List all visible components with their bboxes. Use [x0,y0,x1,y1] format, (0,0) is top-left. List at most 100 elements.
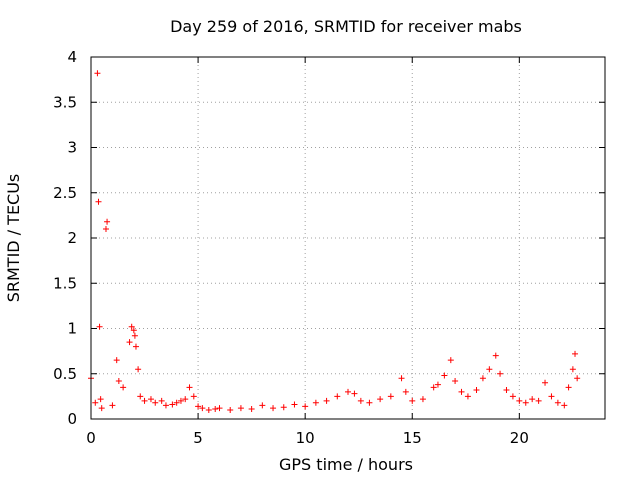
data-point [522,399,529,406]
data-point [97,396,104,403]
data-point [147,396,154,403]
data-point [574,375,581,382]
data-point [126,339,133,346]
data-point [503,387,510,394]
data-point [109,402,116,409]
data-point [216,405,223,412]
data-point [141,397,148,404]
data-point [447,357,454,364]
data-point [302,403,309,410]
data-point [441,372,448,379]
data-point [137,393,144,400]
data-point [212,406,219,413]
data-point [199,405,206,412]
data-point [173,399,180,406]
data-point [115,377,122,384]
x-axis-label: GPS time / hours [279,455,413,474]
data-point [529,396,536,403]
data-point [464,393,471,400]
y-tick-label: 2.5 [53,184,77,202]
x-axis: 0 5 10 15 20 [86,57,529,447]
data-point [227,406,234,413]
data-point [162,402,169,409]
data-point [248,406,255,413]
data-point [569,366,576,373]
data-point [132,343,139,350]
data-point [186,384,193,391]
data-point [94,70,101,77]
data-point [96,323,103,330]
data-point [334,393,341,400]
data-point [177,397,184,404]
data-point [548,393,555,400]
data-point [561,402,568,409]
y-tick-label: 1.5 [53,274,77,292]
y-tick-label: 0 [67,410,77,428]
x-tick-label: 10 [296,429,315,447]
chart-title: Day 259 of 2016, SRMTID for receiver mab… [170,17,522,36]
y-axis-label: SRMTID / TECUs [4,174,23,303]
data-point [135,366,142,373]
data-point [312,399,319,406]
y-tick-label: 1 [67,320,77,338]
data-point [259,402,266,409]
data-point [152,399,159,406]
data-point [542,379,549,386]
data-point [473,387,480,394]
data-point [131,332,138,339]
data-point [452,377,459,384]
data-point [102,225,109,232]
data-point [270,405,277,412]
data-point [565,384,572,391]
data-point [516,397,523,404]
data-point [190,393,197,400]
data-point [486,366,493,373]
data-point [377,396,384,403]
data-point [357,397,364,404]
data-point [387,393,394,400]
data-point [509,393,516,400]
y-tick-label: 0.5 [53,365,77,383]
data-point [195,403,202,410]
data-point [351,390,358,397]
data-point [95,198,102,205]
data-point [182,396,189,403]
data-point [554,399,561,406]
y-tick-label: 2 [67,229,77,247]
data-point [366,399,373,406]
y-axis: 0 0.5 1 1.5 2 2.5 3 3.5 4 [53,48,605,428]
data-point [479,375,486,382]
data-point [291,401,298,408]
x-tick-label: 15 [403,429,422,447]
data-point [98,405,105,412]
data-point [398,375,405,382]
x-tick-label: 0 [86,429,96,447]
data-point [205,406,212,413]
x-tick-label: 20 [510,429,529,447]
data-point [92,399,99,406]
y-tick-label: 4 [67,48,77,66]
y-tick-label: 3.5 [53,93,77,111]
data-point [458,388,465,395]
data-point [323,397,330,404]
data-point [430,384,437,391]
data-point [169,401,176,408]
data-point [120,384,127,391]
data-point [419,396,426,403]
data-point [280,404,287,411]
data-point [535,397,542,404]
data-point [497,370,504,377]
data-point [128,323,135,330]
y-tick-label: 3 [67,139,77,157]
data-point [492,352,499,359]
data-point [237,405,244,412]
data-point [113,357,120,364]
data-point [402,388,409,395]
data-point [158,397,165,404]
data-point [104,218,111,225]
data-point [130,327,137,334]
data-point [409,397,416,404]
data-point [434,381,441,388]
data-points [88,70,581,413]
data-point [345,388,351,395]
